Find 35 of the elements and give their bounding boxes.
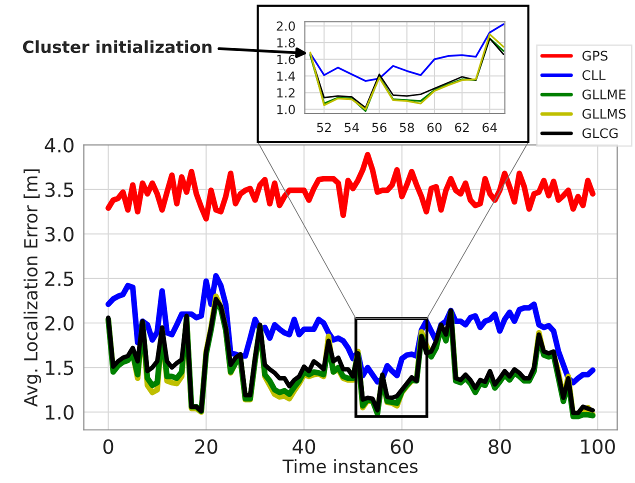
x-tick-label: 62 <box>454 122 469 132</box>
x-tick-label: 100 <box>581 439 615 454</box>
y-tick-label: 1.0 <box>277 104 295 114</box>
x-axis-title: Time instances <box>282 459 418 474</box>
x-tick-label: 80 <box>488 439 511 454</box>
x-tick-label: 54 <box>344 122 359 132</box>
legend-label: GLCG <box>582 128 618 138</box>
y-tick-label: 1.2 <box>277 88 295 98</box>
legend-label: GPS <box>582 50 608 61</box>
legend-label: CLL <box>582 70 606 80</box>
legend-label: GLLME <box>582 89 626 100</box>
y-tick-label: 2.0 <box>45 316 74 331</box>
x-tick-label: 0 <box>103 439 114 454</box>
x-tick-label: 58 <box>400 122 414 132</box>
y-tick-label: 2.0 <box>276 21 295 31</box>
y-axis-title: Avg. Localization Error [m] <box>24 169 42 407</box>
line-series <box>309 23 504 82</box>
y-tick-label: 3.0 <box>45 226 74 242</box>
annotation: Cluster initialization <box>23 40 212 54</box>
y-tick-label: 1.5 <box>46 360 74 376</box>
x-tick-label: 60 <box>427 122 442 132</box>
y-tick-label: 3.5 <box>45 182 74 198</box>
x-tick-label: 56 <box>372 122 386 132</box>
x-tick-label: 64 <box>482 122 497 132</box>
y-tick-label: 2.5 <box>45 271 74 286</box>
x-tick-label: 20 <box>195 439 218 454</box>
x-tick-label: 60 <box>390 439 413 454</box>
y-tick-label: 1.0 <box>46 405 74 420</box>
y-tick-label: 1.6 <box>277 54 295 64</box>
y-tick-label: 1.4 <box>277 72 296 81</box>
x-tick-label: 40 <box>292 439 316 454</box>
legend-label: GLLMS <box>582 108 626 119</box>
x-tick-label: 52 <box>317 122 331 132</box>
y-tick-label: 1.8 <box>277 38 295 48</box>
y-tick-label: 4.0 <box>44 138 74 153</box>
